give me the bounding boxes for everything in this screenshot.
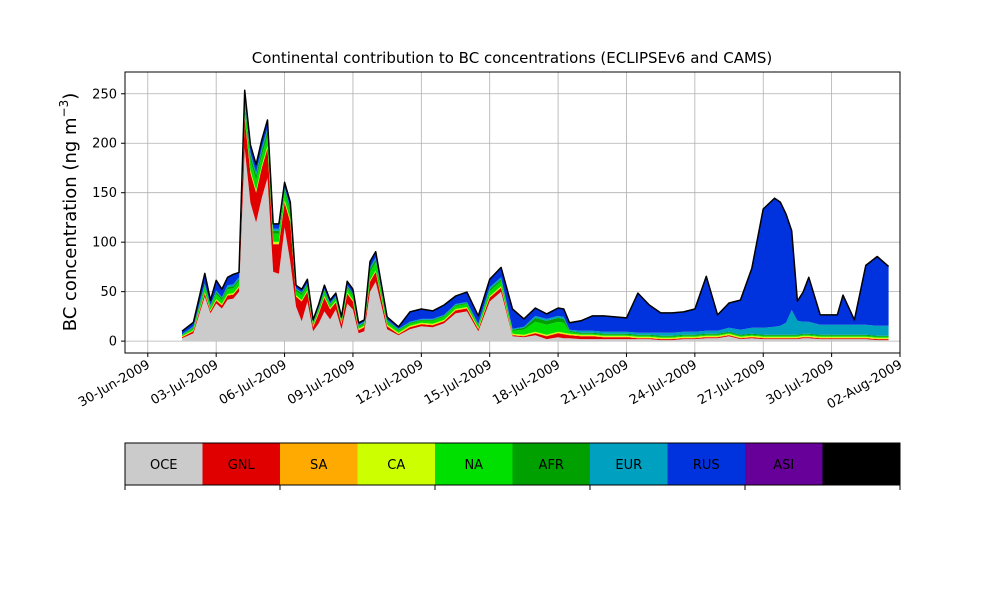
- y-tick-label: 0: [109, 335, 117, 350]
- legend-label-gnl: GNL: [228, 458, 256, 473]
- y-axis-label-main: BC concentration (ng m: [60, 117, 81, 331]
- y-tick-label: 200: [92, 137, 117, 152]
- legend-swatch-oce: [125, 443, 203, 485]
- x-tick-label: 18-Jul-2009: [490, 357, 563, 408]
- y-axis-label: BC concentration (ng m−3): [57, 93, 81, 332]
- legend-label-asi: ASI: [773, 458, 794, 473]
- legend-label-rus: RUS: [693, 458, 720, 473]
- x-tick-label: 24-Jul-2009: [627, 357, 700, 408]
- y-tick-label: 150: [92, 186, 117, 201]
- legend-label-oce: OCE: [150, 458, 178, 473]
- legend-swatch-aus: [822, 443, 901, 485]
- x-tick-label: 21-Jul-2009: [559, 357, 632, 408]
- area-oce: [182, 148, 889, 342]
- x-tick-label: 12-Jul-2009: [354, 357, 427, 408]
- x-tick-label: 27-Jul-2009: [695, 357, 768, 408]
- y-tick-label: 250: [92, 87, 117, 102]
- y-tick-label: 50: [100, 285, 117, 300]
- y-tick-label: 100: [92, 236, 117, 251]
- legend-swatch-sa: [280, 443, 358, 485]
- x-tick-label: 06-Jul-2009: [217, 357, 290, 408]
- legend-frame: [124, 442, 901, 486]
- x-tick-label: 30-Jun-2009: [76, 357, 153, 410]
- x-tick-label: 03-Jul-2009: [148, 357, 221, 408]
- legend-swatch-rus: [667, 443, 746, 485]
- x-axis: 30-Jun-200903-Jul-200906-Jul-200909-Jul-…: [76, 353, 905, 413]
- legend-swatch-asi: [745, 443, 823, 485]
- total-line: [181, 89, 890, 332]
- chart-title: Continental contribution to BC concentra…: [252, 49, 773, 67]
- legend-label-na: NA: [464, 458, 483, 473]
- y-axis-label-close: ): [60, 93, 81, 100]
- legend-label-aus: AUS: [848, 458, 875, 473]
- legend-swatch-ca: [357, 443, 436, 485]
- plot-frame: [124, 71, 901, 354]
- legend-label-afr: AFR: [539, 458, 564, 473]
- x-tick-label: 09-Jul-2009: [285, 357, 358, 408]
- x-tick-label: 15-Jul-2009: [422, 357, 495, 408]
- legend-swatch-eur: [590, 443, 668, 485]
- y-axis-label-exp: −3: [57, 100, 71, 118]
- stacked-areas: [182, 90, 889, 342]
- x-tick-label: 02-Aug-2009: [825, 357, 905, 412]
- legend-swatch-gnl: [202, 443, 281, 485]
- legend-swatch-afr: [512, 443, 591, 485]
- legend-label-sa: SA: [310, 458, 327, 473]
- legend-label-ca: CA: [387, 458, 405, 473]
- legend-label-eur: EUR: [615, 458, 642, 473]
- legend-swatch-na: [435, 443, 513, 485]
- total-line: [181, 89, 890, 332]
- y-axis: 0 50 100 150 200 250: [92, 87, 125, 350]
- legend-colorbar: OCE GNL SA CA NA AFR EUR RUS ASI AUS: [124, 442, 901, 490]
